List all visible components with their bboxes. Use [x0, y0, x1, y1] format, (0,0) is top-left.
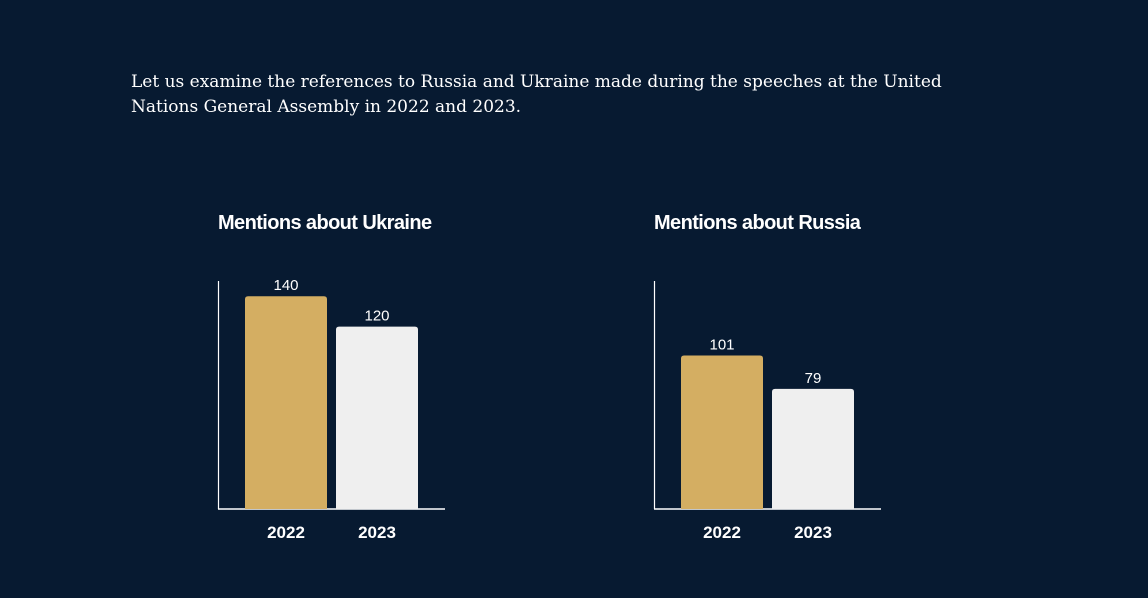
value-label-2022: 140: [273, 277, 298, 294]
category-label-2023: 2023: [358, 523, 396, 542]
value-label-2023: 79: [805, 370, 822, 387]
bar-2023: [772, 388, 854, 509]
value-label-2023: 120: [364, 308, 389, 325]
category-label-2022: 2022: [703, 523, 741, 542]
chart-title: Mentions about Russia: [654, 212, 861, 234]
chart-title: Mentions about Ukraine: [218, 212, 432, 234]
value-label-2022: 101: [709, 336, 734, 353]
category-label-2022: 2022: [267, 523, 305, 542]
bar-2023: [336, 326, 418, 509]
chart-plot: 101 2022 79 2023: [653, 281, 881, 542]
bar-2022: [681, 355, 763, 509]
russia-chart: Mentions about Russia 101 2022 79 2023: [653, 0, 954, 598]
category-label-2023: 2023: [794, 523, 832, 542]
ukraine-chart: Mentions about Ukraine 140 2022 120 2023: [217, 0, 518, 598]
bar-2022: [245, 296, 327, 509]
chart-plot: 140 2022 120 2023: [217, 277, 445, 542]
intro-text: Let us examine the references to Russia …: [131, 72, 942, 117]
